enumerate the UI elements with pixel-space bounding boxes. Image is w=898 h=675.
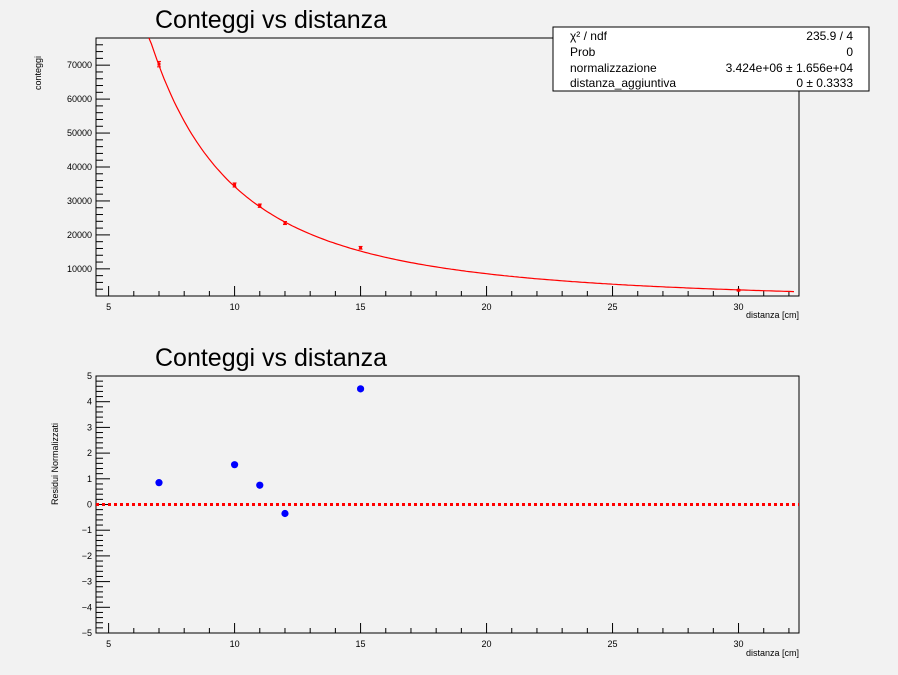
stats-label-normalizzazione: normalizzazione <box>570 61 657 75</box>
bottom-x-axis: 5 10 15 20 25 30 <box>106 623 790 649</box>
stats-value-prob: 0 <box>846 45 853 59</box>
bottom-y-tick-label: −2 <box>82 551 92 561</box>
residual-point <box>230 461 239 469</box>
data-point <box>359 246 363 250</box>
stats-label-chi2: χ² / ndf <box>570 29 608 43</box>
data-point <box>157 62 161 66</box>
top-x-tick-label: 30 <box>734 302 744 312</box>
top-panel: Conteggi vs distanza 10000 20000 30000 4000… <box>33 6 870 320</box>
residual-points-group <box>155 385 365 518</box>
data-point <box>233 183 237 187</box>
bottom-y-tick-label: −3 <box>82 577 92 587</box>
bottom-y-tick-label: 5 <box>87 371 92 381</box>
data-points-group <box>156 60 741 292</box>
bottom-x-tick-label: 20 <box>482 639 492 649</box>
stats-box-frame <box>552 26 870 92</box>
bottom-y-tick-label: −1 <box>82 525 92 535</box>
data-point <box>258 204 262 208</box>
stats-value-distanza: 0 ± 0.3333 <box>796 76 853 90</box>
residual-point <box>256 481 264 489</box>
top-title: Conteggi vs distanza <box>155 6 387 34</box>
bottom-panel: Conteggi vs distanza −5 −4 −3 −2 −1 0 1 2 3 4 5 5 1… <box>50 344 800 658</box>
bottom-y-tick-label: 1 <box>87 474 92 484</box>
stats-value-normalizzazione: 3.424e+06 ± 1.656e+04 <box>726 61 854 75</box>
bottom-title: Conteggi vs distanza <box>155 344 387 372</box>
residual-point <box>155 479 163 487</box>
bottom-x-tick-label: 5 <box>106 639 111 649</box>
top-y-tick-label: 20000 <box>67 230 92 240</box>
top-y-tick-label: 50000 <box>67 128 92 138</box>
bottom-y-tick-label: −4 <box>82 602 92 612</box>
bottom-x-tick-label: 10 <box>230 639 240 649</box>
top-x-tick-label: 5 <box>106 302 111 312</box>
top-x-tick-label: 15 <box>356 302 366 312</box>
bottom-frame <box>95 375 800 634</box>
stats-box: χ² / ndf 235.9 / 4 Prob 0 normalizzazion… <box>552 26 870 92</box>
top-y-axis-title: conteggi <box>33 56 43 90</box>
bottom-y-tick-label: 3 <box>87 422 92 432</box>
bottom-x-tick-label: 30 <box>734 639 744 649</box>
bottom-x-axis-title: distanza [cm] <box>746 648 799 658</box>
bottom-y-tick-label: −5 <box>82 628 92 638</box>
bottom-y-tick-label: 4 <box>87 397 92 407</box>
bottom-y-axis: −5 −4 −3 −2 −1 0 1 2 3 4 5 <box>82 371 110 638</box>
data-point <box>283 221 287 225</box>
bottom-x-tick-label: 25 <box>608 639 618 649</box>
top-x-axis-title: distanza [cm] <box>746 310 799 320</box>
top-x-axis: 5 10 15 20 25 30 <box>106 286 790 312</box>
residual-point <box>281 509 289 518</box>
top-y-axis: 10000 20000 30000 40000 50000 60000 70000 <box>67 37 110 297</box>
stats-label-prob: Prob <box>570 45 596 59</box>
residual-point <box>356 385 365 393</box>
stats-value-chi2: 235.9 / 4 <box>806 29 853 43</box>
top-y-tick-label: 40000 <box>67 162 92 172</box>
top-y-tick-label: 60000 <box>67 94 92 104</box>
top-x-tick-label: 10 <box>230 302 240 312</box>
data-point <box>737 288 741 292</box>
stats-label-distanza: distanza_aggiuntiva <box>570 76 676 90</box>
top-y-tick-label: 10000 <box>67 264 92 274</box>
fit-curve-group <box>148 37 795 293</box>
top-x-tick-label: 25 <box>608 302 618 312</box>
top-y-tick-label: 30000 <box>67 196 92 206</box>
top-y-tick-label: 70000 <box>67 60 92 70</box>
bottom-x-tick-label: 15 <box>356 639 366 649</box>
bottom-y-tick-label: 0 <box>87 500 92 510</box>
top-x-tick-label: 20 <box>482 302 492 312</box>
fit-curve <box>148 37 795 293</box>
bottom-y-tick-label: 2 <box>87 448 92 458</box>
bottom-y-axis-title: Residui Normalizzati <box>50 423 60 505</box>
